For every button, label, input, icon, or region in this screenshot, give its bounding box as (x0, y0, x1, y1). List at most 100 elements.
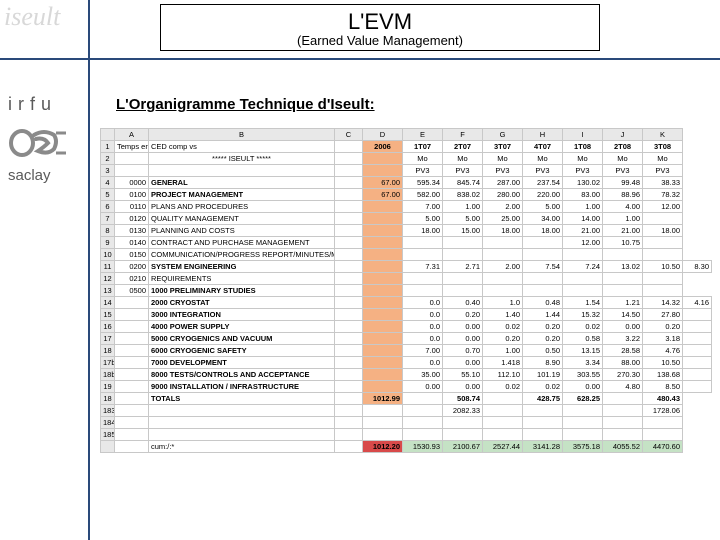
val-d (363, 369, 403, 381)
val: 0.02 (523, 381, 563, 393)
cell (335, 429, 363, 441)
cell (403, 405, 443, 417)
code: 0000 (115, 177, 149, 189)
cell (363, 153, 403, 165)
total (483, 393, 523, 405)
val (483, 273, 523, 285)
val (523, 273, 563, 285)
cell (335, 369, 363, 381)
col-header: G (483, 129, 523, 141)
val: 14.00 (563, 213, 603, 225)
val (403, 249, 443, 261)
val: 237.54 (523, 177, 563, 189)
val: 1.44 (523, 309, 563, 321)
watermark-text: iseult (4, 2, 60, 32)
val: 0.40 (443, 297, 483, 309)
cell (363, 417, 403, 429)
val: 10.50 (643, 261, 683, 273)
val: 0.0 (403, 321, 443, 333)
cell: Mo (603, 153, 643, 165)
val (403, 285, 443, 297)
val: 18.00 (483, 225, 523, 237)
cell (335, 141, 363, 153)
row-num: 183 (101, 405, 115, 417)
val: 28.58 (603, 345, 643, 357)
cell (335, 189, 363, 201)
cell (149, 429, 335, 441)
val: 303.55 (563, 369, 603, 381)
cell: Mo (403, 153, 443, 165)
cell (483, 417, 523, 429)
val: 582.00 (403, 189, 443, 201)
cell (335, 165, 363, 177)
val (683, 345, 712, 357)
val-d (363, 261, 403, 273)
hdr-label: Temps en mois (115, 141, 149, 153)
hdr-center: ***** ISEULT ***** (149, 153, 335, 165)
cum-val: 4055.52 (603, 441, 643, 453)
val: 27.80 (643, 309, 683, 321)
label: CONTRACT AND PURCHASE MANAGEMENT (149, 237, 335, 249)
col-header: E (403, 129, 443, 141)
val-d (363, 357, 403, 369)
val-d: 67.00 (363, 189, 403, 201)
val: 270.30 (603, 369, 643, 381)
val (483, 249, 523, 261)
label: QUALITY MANAGEMENT (149, 213, 335, 225)
cell: Mo (523, 153, 563, 165)
val: 4.76 (643, 345, 683, 357)
cell (403, 429, 443, 441)
col-header: A (115, 129, 149, 141)
total: 1012.99 (363, 393, 403, 405)
val: 0.00 (443, 357, 483, 369)
cum-label: cum:/:* (149, 441, 335, 453)
val: 10.75 (603, 237, 643, 249)
cell: Mo (443, 153, 483, 165)
val: 15.00 (443, 225, 483, 237)
val (643, 285, 683, 297)
val: 280.00 (483, 189, 523, 201)
val: 12.00 (643, 201, 683, 213)
period: 2T08 (603, 141, 643, 153)
val: 8.30 (683, 261, 712, 273)
label: 3000 INTEGRATION (149, 309, 335, 321)
val-d: 67.00 (363, 177, 403, 189)
cell (603, 417, 643, 429)
val (443, 285, 483, 297)
cell (115, 153, 149, 165)
val: 2.00 (483, 261, 523, 273)
val-d (363, 273, 403, 285)
val (483, 285, 523, 297)
row-num: 6 (101, 201, 115, 213)
val: 1.00 (483, 345, 523, 357)
cell: PV3 (643, 165, 683, 177)
val: 0.00 (403, 381, 443, 393)
val-d (363, 237, 403, 249)
cum-val: 2527.44 (483, 441, 523, 453)
val: 3.22 (603, 333, 643, 345)
val: 1.21 (603, 297, 643, 309)
sum (603, 405, 643, 417)
val (643, 213, 683, 225)
row-num: 8 (101, 225, 115, 237)
row-num: 13 (101, 285, 115, 297)
cell (335, 357, 363, 369)
val: 0.02 (563, 321, 603, 333)
row-num: 7 (101, 213, 115, 225)
val-d (363, 285, 403, 297)
val (683, 369, 712, 381)
val: 7.54 (523, 261, 563, 273)
val: 0.20 (443, 309, 483, 321)
cell (563, 417, 603, 429)
val: 7.00 (403, 201, 443, 213)
code: 0140 (115, 237, 149, 249)
val: 55.10 (443, 369, 483, 381)
val: 0.02 (483, 381, 523, 393)
val: 78.32 (643, 189, 683, 201)
label: 2000 CRYOSTAT (149, 297, 335, 309)
val: 14.32 (643, 297, 683, 309)
val-d (363, 249, 403, 261)
cell (335, 321, 363, 333)
val: 1.54 (563, 297, 603, 309)
val (683, 381, 712, 393)
